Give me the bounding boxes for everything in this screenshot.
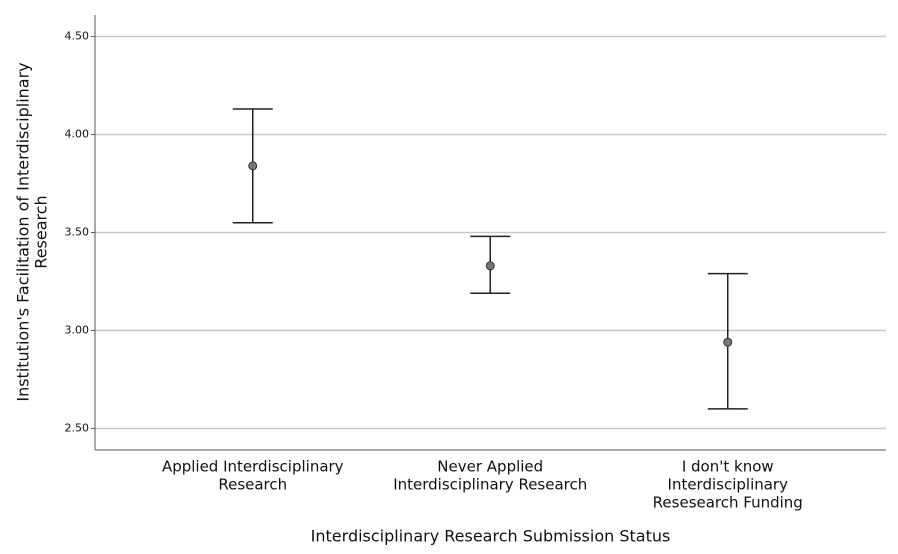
x-tick-label: Resesearch Funding: [653, 494, 803, 512]
y-tick-label: 2.50: [65, 421, 90, 434]
x-tick-label: Applied Interdisciplinary: [162, 458, 344, 476]
x-tick-label: I don't know: [682, 458, 774, 476]
y-tick-label: 4.00: [65, 128, 90, 141]
mean-point: [248, 161, 258, 171]
y-tick-label: 3.50: [65, 226, 90, 239]
y-tick-label: 4.50: [65, 30, 90, 43]
y-axis-title-line: Institution's Facilitation of Interdisci…: [14, 62, 33, 401]
x-tick-label: Interdisciplinary Research: [393, 476, 587, 494]
x-tick-label: Interdisciplinary: [668, 476, 789, 494]
y-axis-title: Institution's Facilitation of Interdisci…: [14, 62, 51, 401]
x-tick-label: Never Applied: [437, 458, 543, 476]
x-axis-title: Interdisciplinary Research Submission St…: [311, 527, 671, 546]
y-tick-label: 3.00: [65, 323, 90, 336]
mean-point: [485, 261, 495, 271]
mean-point: [723, 337, 733, 347]
x-tick-label: Research: [218, 476, 287, 494]
y-axis-title-line: Research: [32, 195, 51, 268]
